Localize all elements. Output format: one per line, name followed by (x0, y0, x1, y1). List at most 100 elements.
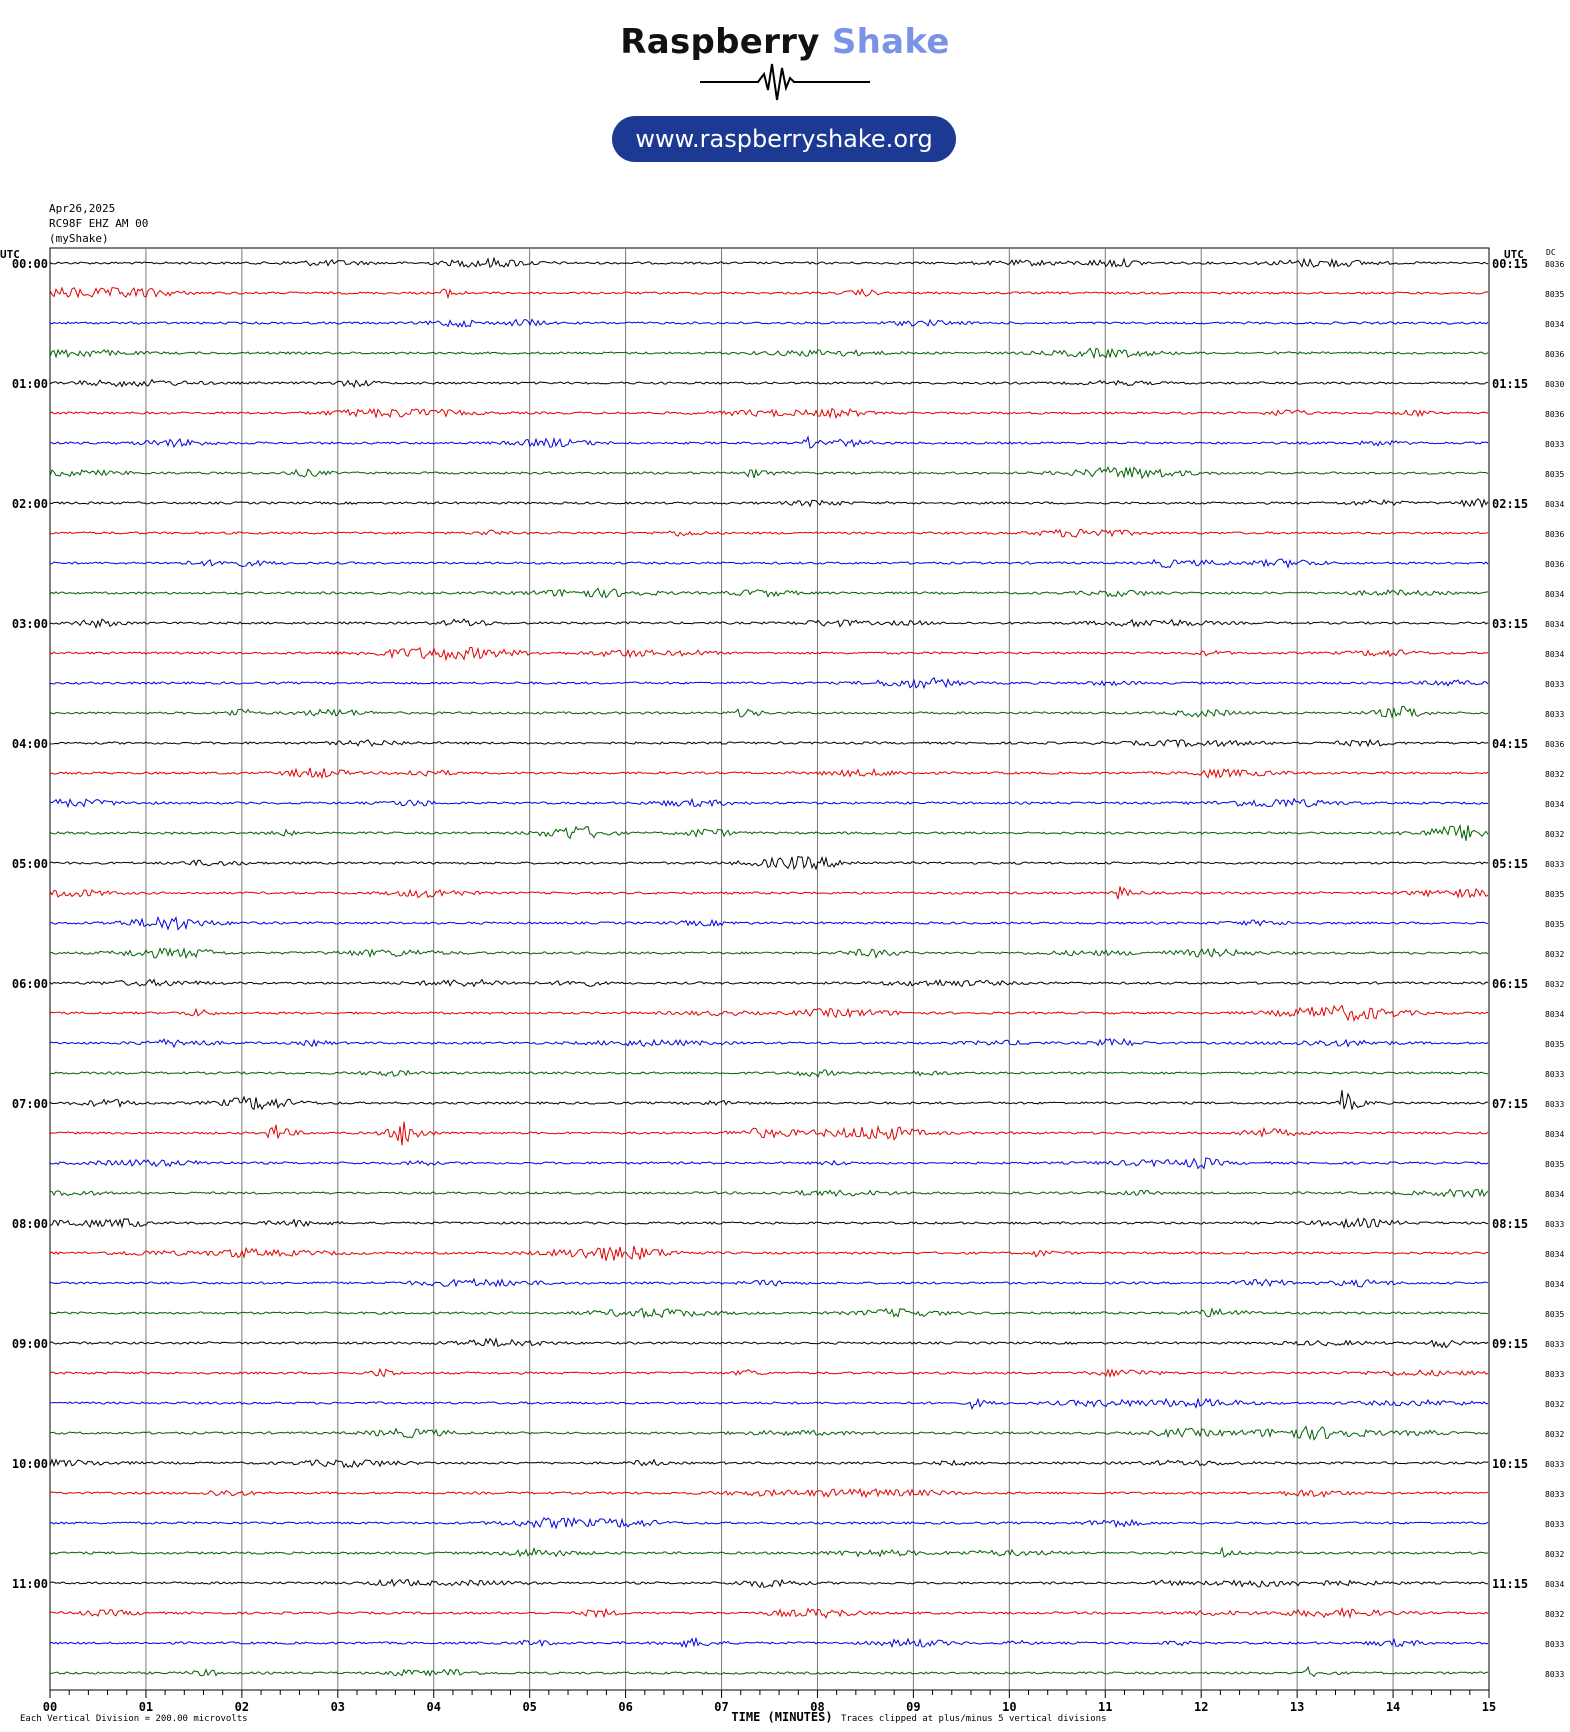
x-tick-label: 13 (1290, 1700, 1304, 1714)
hour-label-left: 05:00 (12, 857, 48, 871)
dc-column-title: DC (1546, 248, 1556, 257)
dc-value: 8033 (1545, 1340, 1564, 1349)
seismic-trace (49, 767, 1489, 780)
dc-value: 8033 (1545, 1520, 1564, 1529)
hour-label-right: 00:15 (1492, 257, 1528, 271)
dc-value: 8032 (1545, 830, 1564, 839)
dc-value: 8035 (1545, 1310, 1564, 1319)
x-tick-label: 15 (1482, 1700, 1496, 1714)
dc-value: 8036 (1545, 260, 1564, 269)
seismic-trace (49, 256, 1489, 269)
seismic-trace (49, 318, 1489, 328)
seismic-trace (49, 618, 1489, 629)
dc-value: 8032 (1545, 950, 1564, 959)
x-tick-label: 02 (235, 1700, 249, 1714)
x-tick-label: 06 (618, 1700, 632, 1714)
seismic-trace (49, 947, 1489, 960)
seismic-trace (49, 1636, 1489, 1649)
dc-value: 8034 (1545, 500, 1564, 509)
dc-value: 8032 (1545, 770, 1564, 779)
seismic-trace (50, 1188, 1489, 1199)
hour-label-right: 03:15 (1492, 617, 1528, 631)
clip-note: Traces clipped at plus/minus 5 vertical … (841, 1714, 1107, 1724)
x-tick-label: 01 (139, 1700, 153, 1714)
seismic-trace (49, 1487, 1489, 1499)
station-id: RC98F EHZ AM 00 (49, 217, 149, 230)
hour-label-right: 02:15 (1492, 497, 1528, 511)
seismic-wave-icon (700, 63, 870, 101)
axis-labels: 00 01 02 03 04 05 06 07 08 09 10 11 12 13 14 15 TIME (MI… (0, 248, 1564, 1724)
dc-value: 8034 (1545, 320, 1564, 329)
seismic-trace (49, 915, 1489, 931)
seismic-trace (49, 528, 1489, 538)
dc-value: 8035 (1545, 290, 1564, 299)
hour-label-right: 09:15 (1492, 1337, 1528, 1351)
dc-value: 8034 (1545, 800, 1564, 809)
hour-label-right: 11:15 (1492, 1577, 1528, 1591)
dc-value: 8033 (1545, 1220, 1564, 1229)
seismic-trace (49, 677, 1489, 690)
x-tick-label: 11 (1098, 1700, 1112, 1714)
seismic-trace (49, 1037, 1489, 1049)
seismic-trace (49, 1425, 1489, 1441)
dc-value: 8033 (1545, 710, 1564, 719)
seismic-trace (49, 1397, 1489, 1411)
hour-label-left: 03:00 (12, 617, 48, 631)
seismic-trace (49, 797, 1489, 809)
hour-label-left: 06:00 (12, 977, 48, 991)
seismic-trace (49, 1245, 1489, 1261)
seismic-trace (49, 855, 1489, 871)
seismic-trace (49, 823, 1489, 841)
hour-label-right: 08:15 (1492, 1217, 1528, 1231)
dc-value: 8034 (1545, 650, 1564, 659)
hour-label-left: 01:00 (12, 377, 48, 391)
dc-value: 8036 (1545, 740, 1564, 749)
seismic-trace (49, 1157, 1489, 1170)
chart-date: Apr26,2025 (49, 202, 116, 215)
brand-word-shake: Shake (831, 22, 950, 62)
seismic-trace (49, 587, 1489, 599)
x-tick-label: 07 (714, 1700, 728, 1714)
seismic-trace (49, 1337, 1489, 1349)
dc-value: 8036 (1545, 560, 1564, 569)
hour-label-left: 00:00 (12, 257, 48, 271)
seismic-trace (49, 407, 1489, 420)
left-axis-title: UTC (0, 248, 20, 261)
x-tick-label: 09 (906, 1700, 920, 1714)
dc-value: 8033 (1545, 680, 1564, 689)
seismic-trace (49, 1606, 1489, 1619)
seismic-trace (49, 465, 1489, 480)
dc-value: 8033 (1545, 440, 1564, 449)
dc-value: 8033 (1545, 1640, 1564, 1649)
x-tick-label: 05 (522, 1700, 536, 1714)
x-tick-label: 10 (1002, 1700, 1016, 1714)
scale-note: Each Vertical Division = 200.00 microvol… (20, 1714, 248, 1724)
seismic-trace (49, 1458, 1489, 1469)
seismic-trace (49, 1367, 1489, 1379)
hour-label-left: 04:00 (12, 737, 48, 751)
chart-grid (49, 247, 1490, 1698)
plot-frame (49, 247, 1490, 1691)
dc-value: 8034 (1545, 1190, 1564, 1199)
seismic-trace (49, 1277, 1489, 1288)
dc-value: 8034 (1545, 590, 1564, 599)
dc-value: 8033 (1545, 1100, 1564, 1109)
seismic-trace (49, 1578, 1488, 1589)
hour-label-left: 08:00 (12, 1217, 48, 1231)
seismic-trace (49, 978, 1489, 988)
dc-value: 8035 (1545, 470, 1564, 479)
website-link[interactable]: www.raspberryshake.org (612, 116, 956, 162)
seismic-trace (49, 1090, 1489, 1111)
seismic-trace (49, 1004, 1489, 1022)
x-tick-label: 14 (1386, 1700, 1400, 1714)
dc-value: 8035 (1545, 1160, 1564, 1169)
dc-value: 8034 (1545, 1250, 1564, 1259)
x-tick-label: 12 (1194, 1700, 1208, 1714)
trace-group (49, 256, 1489, 1678)
dc-value: 8033 (1545, 1460, 1564, 1469)
dc-value: 8032 (1545, 1430, 1564, 1439)
x-tick-label: 00 (43, 1700, 57, 1714)
seismic-trace (49, 1516, 1489, 1530)
hour-label-right: 05:15 (1492, 857, 1528, 871)
